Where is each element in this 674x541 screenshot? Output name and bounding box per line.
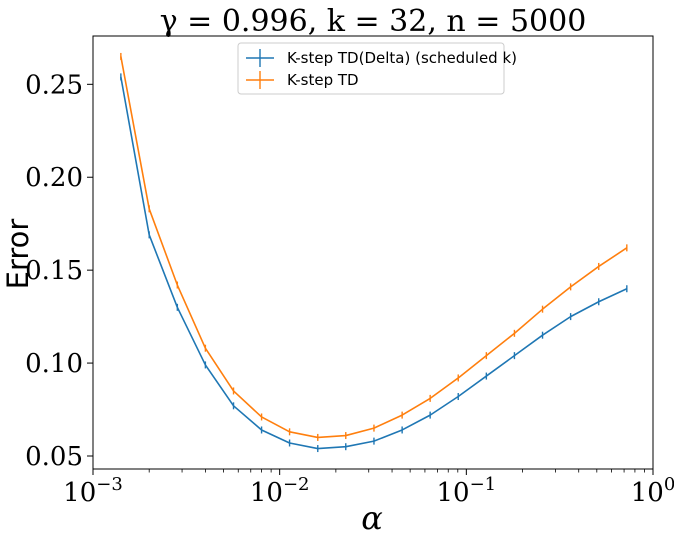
legend-label: K-step TD [287, 71, 359, 89]
x-tick-exponent: 0 [664, 474, 674, 495]
chart-title: γ = 0.996, k = 32, n = 5000 [160, 4, 587, 39]
x-axis-label: α [361, 499, 383, 537]
plot-area [92, 35, 654, 470]
y-tick-label: 0.25 [25, 70, 83, 100]
y-tick-label: 0.20 [25, 163, 83, 193]
axes-frame [92, 35, 654, 470]
x-tick-exponent: −2 [283, 474, 310, 495]
x-tick-label: 10−2 [250, 474, 310, 508]
x-axis: 10−3 10−2 10−1 100 [63, 469, 674, 508]
y-tick-label: 0.15 [25, 256, 83, 286]
x-tick-label: 100 [631, 474, 674, 508]
y-tick-label: 0.10 [25, 349, 83, 379]
x-tick-label: 10−3 [63, 474, 123, 508]
x-tick-label: 10−1 [437, 474, 497, 508]
legend-label: K-step TD(Delta) (scheduled k) [287, 49, 517, 67]
x-tick-exponent: −1 [470, 474, 497, 495]
x-tick-exponent: −3 [96, 474, 123, 495]
x-tick-base: 10 [631, 478, 664, 508]
y-tick-label: 0.05 [25, 442, 83, 472]
x-tick-base: 10 [250, 478, 283, 508]
series-layer [120, 52, 628, 453]
y-axis: 0.05 0.10 0.15 0.20 0.25 [25, 70, 93, 472]
y-axis-label: Error [1, 219, 35, 290]
x-tick-base: 10 [437, 478, 470, 508]
legend: K-step TD(Delta) (scheduled k) K-step TD [237, 42, 517, 95]
legend-box [237, 42, 505, 95]
x-tick-base: 10 [63, 478, 96, 508]
